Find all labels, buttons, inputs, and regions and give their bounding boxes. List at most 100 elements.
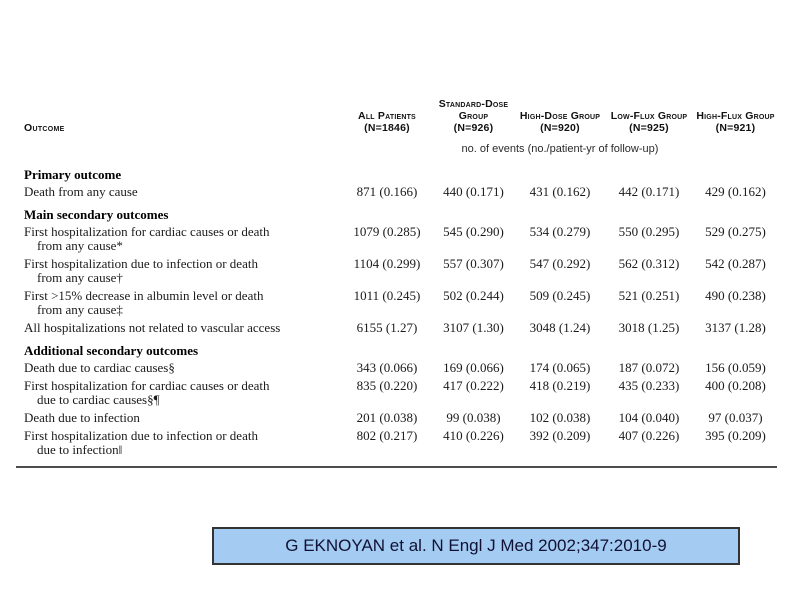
row-label: First hospitalization for cardiac causes… [16,225,343,253]
cell-value: 395 (0.209) [705,428,766,443]
column-header-high-flux: High-Flux Group (N=921) [694,110,777,134]
table-row-infection-hosp-or-infection-death: First hospitalization due to infection o… [16,429,777,457]
cell-value: 490 (0.238) [705,288,766,303]
cell-value: 3107 (1.30) [443,320,504,335]
row-label: First hospitalization due to infection o… [16,429,343,457]
table-row-death-any-cause: Death from any cause 871 (0.166) 440 (0.… [16,185,777,199]
cell-value: 521 (0.251) [618,288,680,303]
column-header-standard-dose: Standard-Dose Group (N=926) [431,98,516,134]
cell-value: 400 (0.208) [705,378,766,393]
section-label: Main secondary outcomes [24,207,169,222]
cell-value: 545 (0.290) [443,224,504,239]
column-name: Low-Flux Group [610,110,688,122]
column-header-all-patients: All Patients (N=1846) [343,110,431,134]
cell-value: 417 (0.222) [443,378,504,393]
row-label-line1: All hospitalizations not related to vasc… [24,320,281,335]
cell-value: 174 (0.065) [529,360,591,375]
column-n: (N=926) [453,122,494,134]
table-row-death-infection: Death due to infection 201 (0.038) 99 (0… [16,411,777,425]
cell-value: 104 (0.040) [618,410,680,425]
table-row-death-cardiac: Death due to cardiac causes§ 343 (0.066)… [16,361,777,375]
row-label: First hospitalization for cardiac causes… [16,379,343,407]
cell-value: 835 (0.220) [356,378,418,393]
column-name: All Patients [358,110,416,122]
units-row: no. of events (no./patient-yr of follow-… [16,143,777,155]
table-row-albumin-or-death: First >15% decrease in albumin level or … [16,289,777,317]
cell-value: 429 (0.162) [705,184,766,199]
table-section-primary: Primary outcome [16,168,777,182]
cell-value: 3137 (1.28) [705,320,766,335]
row-label-line2: due to infection‖ [37,442,123,457]
column-header-high-dose: High-Dose Group (N=920) [516,110,604,134]
row-label-line2: due to cardiac causes§¶ [37,392,160,407]
row-label-line1: First hospitalization for cardiac causes… [24,224,270,239]
row-label-line1: First >15% decrease in albumin level or … [24,288,264,303]
row-label-line1: Death from any cause [24,184,138,199]
row-label: All hospitalizations not related to vasc… [16,321,343,335]
row-label-line1: Death due to cardiac causes§ [24,360,175,375]
cell-value: 392 (0.209) [529,428,591,443]
cell-value: 102 (0.038) [529,410,591,425]
cell-value: 542 (0.287) [705,256,766,271]
cell-value: 1011 (0.245) [353,288,421,303]
citation-text: G EKNOYAN et al. N Engl J Med 2002;347:2… [285,536,667,555]
cell-value: 534 (0.279) [529,224,591,239]
cell-value: 1104 (0.299) [353,256,421,271]
table-section-additional-secondary: Additional secondary outcomes [16,344,777,358]
cell-value: 502 (0.244) [443,288,504,303]
cell-value: 343 (0.066) [356,360,418,375]
column-name: High-Dose Group [519,110,601,122]
cell-value: 169 (0.066) [443,360,504,375]
table-row-infection-or-death: First hospitalization due to infection o… [16,257,777,285]
cell-value: 440 (0.171) [443,184,504,199]
section-label: Primary outcome [24,167,122,182]
column-n: (N=921) [715,122,756,134]
column-name: High-Flux Group [696,110,775,122]
cell-value: 201 (0.038) [356,410,418,425]
cell-value: 802 (0.217) [356,428,418,443]
cell-value: 550 (0.295) [618,224,680,239]
cell-value: 509 (0.245) [529,288,591,303]
cell-value: 442 (0.171) [618,184,680,199]
cell-value: 431 (0.162) [529,184,591,199]
cell-value: 562 (0.312) [618,256,680,271]
row-label: First hospitalization due to infection o… [16,257,343,285]
column-header-low-flux: Low-Flux Group (N=925) [604,110,694,134]
row-label-line1: First hospitalization for cardiac causes… [24,378,270,393]
cell-value: 6155 (1.27) [356,320,418,335]
column-n: (N=925) [629,122,669,134]
row-label: Death due to cardiac causes§ [16,361,343,375]
cell-value: 557 (0.307) [443,256,504,271]
column-header-outcome: Outcome [24,122,65,134]
cell-value: 156 (0.059) [705,360,766,375]
table-bottom-rule [16,466,777,468]
row-label: Death from any cause [16,185,343,199]
column-name: Standard-Dose Group [438,98,509,122]
cell-value: 99 (0.038) [446,410,501,425]
table-row-cardiac-hosp-or-cardiac-death: First hospitalization for cardiac causes… [16,379,777,407]
cell-value: 871 (0.166) [356,184,418,199]
row-label-line2: from any cause‡ [37,302,123,317]
cell-value: 1079 (0.285) [353,224,421,239]
cell-value: 3048 (1.24) [529,320,591,335]
section-label: Additional secondary outcomes [24,343,199,358]
table-header-row: Outcome All Patients (N=1846) Standard-D… [16,74,777,134]
cell-value: 547 (0.292) [529,256,591,271]
table-row-all-hospitalizations: All hospitalizations not related to vasc… [16,321,777,335]
cell-value: 97 (0.037) [708,410,763,425]
cell-value: 435 (0.233) [618,378,680,393]
table-section-main-secondary: Main secondary outcomes [16,208,777,222]
column-n: (N=920) [540,122,580,134]
row-label: First >15% decrease in albumin level or … [16,289,343,317]
table-row-cardiac-or-death: First hospitalization for cardiac causes… [16,225,777,253]
cell-value: 418 (0.219) [529,378,591,393]
row-label: Death due to infection [16,411,343,425]
cell-value: 407 (0.226) [618,428,680,443]
row-label-line1: First hospitalization due to infection o… [24,256,258,271]
row-label-line1: Death due to infection [24,410,140,425]
citation-box: G EKNOYAN et al. N Engl J Med 2002;347:2… [212,527,740,565]
row-label-line1: First hospitalization due to infection o… [24,428,258,443]
cell-value: 187 (0.072) [618,360,680,375]
cell-value: 3018 (1.25) [618,320,680,335]
row-label-line2: from any cause† [37,270,123,285]
